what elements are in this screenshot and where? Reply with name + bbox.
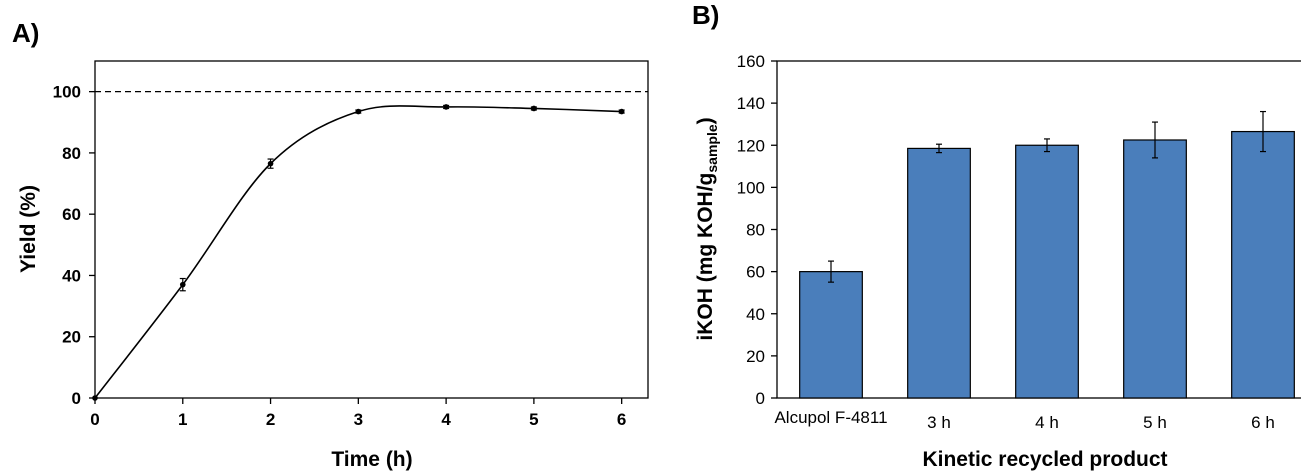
y-axis-title-close: )	[694, 117, 717, 124]
data-point	[355, 108, 362, 115]
y-tick-label: 40	[746, 305, 765, 324]
bar	[799, 271, 863, 399]
data-point	[267, 160, 274, 167]
y-axis-title-main: iKOH (mg KOH/g	[694, 173, 717, 341]
x-tick-label: 6 h	[1251, 413, 1275, 432]
y-tick-label: 60	[62, 205, 81, 224]
y-axis-title: iKOH (mg KOH/gsample)	[694, 117, 720, 340]
x-axis-title: Kinetic recycled product	[922, 448, 1167, 471]
x-tick-label: 5	[529, 410, 538, 429]
x-tick-label: 5 h	[1143, 413, 1167, 432]
panel-a-plot-frame	[94, 60, 649, 399]
x-tick-label: 3	[354, 410, 363, 429]
x-tick-label: 2	[266, 410, 275, 429]
data-point	[618, 108, 625, 115]
y-tick-label: 80	[746, 221, 765, 240]
y-tick-label: 120	[737, 136, 765, 155]
panel-b-bar-chart: B) 0 20 40 60 80 100 120 140 160 Alcupol F-4811 3…	[692, 0, 1301, 471]
y-tick-label: 20	[746, 347, 765, 366]
x-axis-title: Time (h)	[331, 448, 412, 471]
x-tick-label: 3 h	[927, 413, 951, 432]
bar	[1123, 139, 1187, 399]
data-point	[179, 281, 186, 288]
panel-b-label: B)	[692, 0, 719, 30]
y-tick-label: 100	[53, 83, 81, 102]
y-tick-label: 100	[737, 178, 765, 197]
y-tick-label: 40	[62, 266, 81, 285]
x-tick-label: 4 h	[1035, 413, 1059, 432]
x-tick-label: 1	[178, 410, 187, 429]
y-tick-label: 20	[62, 328, 81, 347]
yield-curve	[94, 105, 622, 399]
x-tick-label: 4	[441, 410, 451, 429]
y-axis-title-subscript: sample	[704, 124, 720, 172]
y-tick-label: 60	[746, 263, 765, 282]
bar	[907, 147, 971, 399]
x-tick-label: 6	[617, 410, 626, 429]
y-tick-label: 160	[737, 52, 765, 71]
y-tick-label: 0	[756, 389, 765, 408]
y-tick-label: 0	[72, 389, 81, 408]
x-tick-label: Alcupol F-4811	[774, 408, 887, 427]
panel-a-yield-chart: A) 0 20 40 60 80 100 0 1 2 3 4 5 6 Time (h) Yield (…	[12, 18, 649, 471]
panel-a-label: A)	[12, 18, 39, 48]
data-point	[443, 104, 449, 110]
y-tick-label: 140	[737, 94, 765, 113]
x-tick-label: 0	[90, 410, 99, 429]
y-tick-label: 80	[62, 144, 81, 163]
bar	[1015, 144, 1079, 399]
y-axis-title: Yield (%)	[17, 185, 40, 273]
bar	[1231, 130, 1295, 399]
data-point	[531, 105, 537, 112]
data-point	[92, 395, 98, 401]
